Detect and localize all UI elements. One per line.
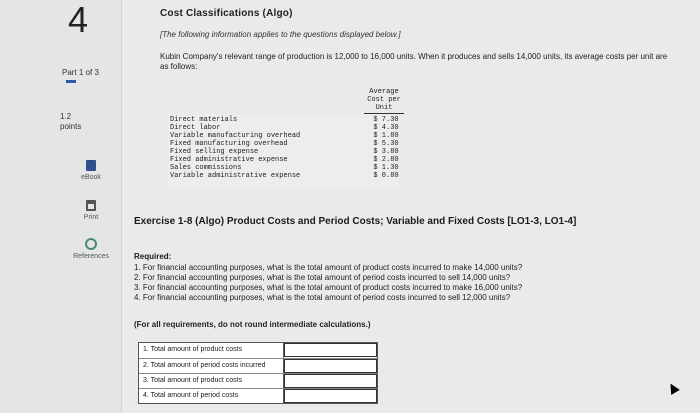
requirement-item: 2. For financial accounting purposes, wh… bbox=[134, 273, 511, 282]
cost-value: $ 4.30 bbox=[373, 124, 399, 132]
references-label: References bbox=[73, 253, 109, 260]
answer-input-1[interactable] bbox=[284, 343, 377, 357]
answer-label: 4. Total amount of period costs bbox=[139, 389, 284, 403]
answer-row: 2. Total amount of period costs incurred bbox=[139, 358, 377, 373]
print-button[interactable]: Print bbox=[66, 200, 116, 221]
required-heading: Required: bbox=[134, 252, 172, 261]
cost-label: Sales commissions bbox=[170, 164, 242, 172]
cost-row: Fixed manufacturing overhead $ 5.30 bbox=[170, 140, 402, 148]
cost-value: $ 3.80 bbox=[373, 148, 399, 156]
cost-row: Variable manufacturing overhead $ 1.80 bbox=[170, 132, 402, 140]
intro-text: [The following information applies to th… bbox=[160, 30, 401, 39]
answer-label: 1. Total amount of product costs bbox=[139, 343, 284, 358]
ebook-icon bbox=[86, 160, 96, 171]
references-icon bbox=[85, 238, 97, 250]
answer-label: 2. Total amount of period costs incurred bbox=[139, 359, 284, 373]
cost-label: Fixed selling expense bbox=[170, 148, 259, 156]
print-label: Print bbox=[83, 214, 99, 221]
cost-value: $ 1.30 bbox=[373, 164, 399, 172]
question-content: Cost Classifications (Algo) [The followi… bbox=[122, 0, 700, 413]
cost-row: Direct materials $ 7.30 bbox=[170, 116, 402, 124]
header-rule bbox=[364, 113, 404, 114]
cost-value: $ 2.80 bbox=[373, 156, 399, 164]
cost-table-background bbox=[168, 114, 398, 189]
question-number: 4 bbox=[68, 0, 89, 40]
cost-row: Variable administrative expense $ 0.80 bbox=[170, 172, 402, 180]
answer-label: 3. Total amount of product costs bbox=[139, 374, 284, 388]
references-button[interactable]: References bbox=[66, 238, 116, 260]
cost-label: Fixed administrative expense bbox=[170, 156, 288, 164]
answer-input-3[interactable] bbox=[284, 374, 377, 388]
cost-value: $ 5.30 bbox=[373, 140, 399, 148]
cost-value: $ 7.30 bbox=[373, 116, 399, 124]
points-label: points bbox=[60, 122, 82, 131]
cost-row: Sales commissions $ 1.30 bbox=[170, 164, 402, 172]
cost-label: Fixed manufacturing overhead bbox=[170, 140, 288, 148]
answer-row: 3. Total amount of product costs bbox=[139, 373, 377, 388]
ebook-button[interactable]: eBook bbox=[66, 160, 116, 181]
answer-input-2[interactable] bbox=[284, 359, 377, 373]
part-indicator: Part 1 of 3 bbox=[62, 68, 99, 77]
points-value: 1.2 bbox=[60, 112, 72, 121]
cost-row: Direct labor $ 4.30 bbox=[170, 124, 402, 132]
cost-value: $ 1.80 bbox=[373, 132, 399, 140]
header-line-2: Cost per bbox=[367, 96, 401, 104]
header-line-1: Average bbox=[369, 88, 399, 96]
problem-title: Cost Classifications (Algo) bbox=[160, 8, 293, 19]
print-icon bbox=[86, 200, 96, 211]
requirement-item: 3. For financial accounting purposes, wh… bbox=[134, 283, 523, 292]
scenario-text: Kubin Company's relevant range of produc… bbox=[160, 52, 668, 71]
answer-table: 1. Total amount of product costs 2. Tota… bbox=[138, 342, 378, 404]
cost-label: Variable administrative expense bbox=[170, 172, 301, 180]
answer-row: 4. Total amount of period costs bbox=[139, 388, 377, 403]
ebook-label: eBook bbox=[81, 174, 101, 181]
answer-input-4[interactable] bbox=[284, 389, 377, 403]
cost-value: $ 0.80 bbox=[373, 172, 399, 180]
header-line-3: Unit bbox=[375, 104, 393, 112]
cost-label: Variable manufacturing overhead bbox=[170, 132, 301, 140]
sidebar: 4 Part 1 of 3 1.2 points eBook Print Ref… bbox=[0, 0, 122, 413]
average-cost-table: Average Cost per Unit Direct materials $… bbox=[168, 86, 404, 191]
part-progress-bar bbox=[66, 80, 76, 83]
cost-label: Direct labor bbox=[170, 124, 221, 132]
requirement-item: 1. For financial accounting purposes, wh… bbox=[134, 263, 523, 272]
answer-row: 1. Total amount of product costs bbox=[139, 343, 377, 358]
cost-row: Fixed selling expense $ 3.80 bbox=[170, 148, 402, 156]
rounding-note: (For all requirements, do not round inte… bbox=[134, 320, 371, 329]
cost-row: Fixed administrative expense $ 2.80 bbox=[170, 156, 402, 164]
cost-label: Direct materials bbox=[170, 116, 238, 124]
exercise-title: Exercise 1-8 (Algo) Product Costs and Pe… bbox=[134, 216, 577, 227]
mouse-cursor-icon bbox=[666, 381, 680, 395]
requirement-item: 4. For financial accounting purposes, wh… bbox=[134, 293, 511, 302]
cost-table-header: Average Cost per Unit bbox=[364, 88, 404, 114]
